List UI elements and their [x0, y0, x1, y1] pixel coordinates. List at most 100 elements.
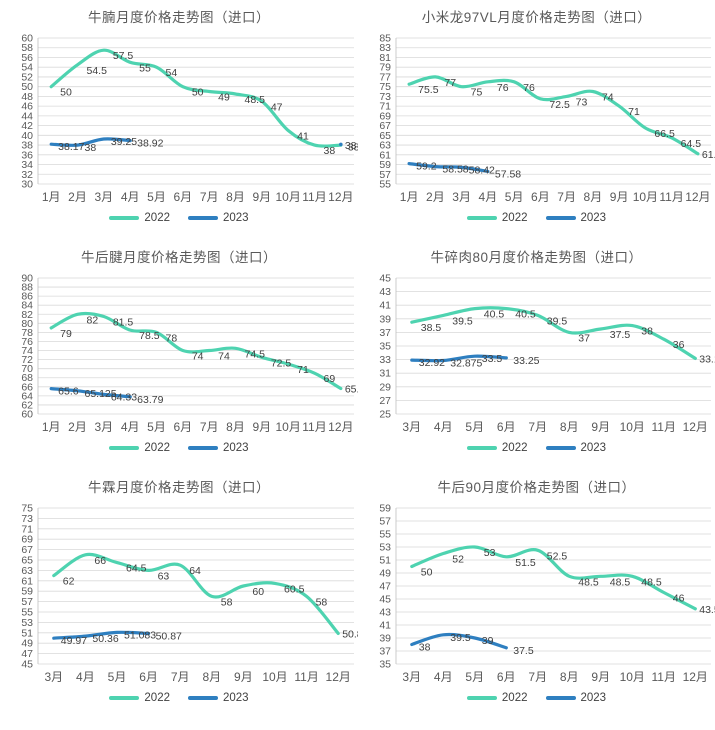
data-label: 79	[60, 328, 72, 340]
chart-panel-5: 牛后90月度价格走势图（进口） 35 37 39 41 43 45 47 49 51 53 55 57…	[358, 470, 715, 730]
y-axis-tick: 83	[379, 42, 391, 54]
y-axis-tick: 33	[379, 354, 391, 366]
x-axis-tick: 4月	[121, 420, 140, 434]
legend-0: 2022 2023	[0, 212, 358, 224]
x-axis-tick: 3月	[94, 190, 113, 204]
legend-item-2023-1[interactable]: 2023	[545, 212, 606, 224]
y-axis-tick: 44	[21, 110, 33, 122]
data-label: 81.5	[113, 317, 134, 329]
data-label: 50.88	[342, 628, 358, 640]
x-axis-tick: 1月	[42, 420, 61, 434]
data-label: 60	[252, 586, 264, 598]
legend-item-2022-4[interactable]: 2022	[109, 692, 170, 704]
data-label: 47	[271, 101, 283, 113]
legend-item-2023-3[interactable]: 2023	[545, 442, 606, 454]
series-line-2022	[407, 75, 700, 156]
x-axis-tick: 11月	[652, 420, 676, 434]
y-axis-tick: 38	[21, 140, 33, 152]
chart-panel-4: 牛霖月度价格走势图（进口） 45 47 49 51 53 55 57 59 61 63 65 67 69…	[0, 470, 358, 730]
data-label: 48.5	[245, 94, 266, 106]
y-axis-tick: 53	[21, 617, 33, 629]
chart-panel-1: 小米龙97VL月度价格走势图（进口） 55 57 59 61 63 65 67 69 71 73 7…	[358, 0, 715, 240]
data-label: 52.5	[547, 550, 568, 562]
y-axis-tick: 57	[379, 516, 391, 528]
x-axis-tick: 9月	[234, 670, 253, 684]
plot-area-1: 55 57 59 61 63 65 67 69 71 73 75 77 79 81 83 85 1月 2月 3月 4月…	[358, 30, 715, 210]
chart-title-4: 牛霖月度价格走势图（进口）	[88, 480, 270, 495]
chart-title-2: 牛后腱月度价格走势图（进口）	[81, 250, 277, 265]
data-label: 38	[85, 142, 97, 154]
y-axis-tick: 51	[21, 627, 33, 639]
data-label: 48.5	[610, 576, 631, 588]
x-axis-tick: 7月	[557, 190, 576, 204]
y-axis-tick: 32	[21, 169, 33, 181]
legend-item-2023-4[interactable]: 2023	[188, 692, 249, 704]
y-axis-tick: 42	[21, 120, 33, 132]
data-label: 39.25	[111, 136, 137, 148]
data-label: 54.5	[87, 65, 108, 77]
x-axis-tick: 12月	[683, 420, 708, 434]
series-line-2023	[49, 137, 132, 147]
legend-item-2023-5[interactable]: 2023	[545, 692, 606, 704]
y-axis-tick: 55	[379, 529, 391, 541]
y-axis-tick: 47	[21, 648, 33, 660]
y-axis-tick: 30	[21, 179, 33, 191]
series-line-2022	[49, 311, 343, 391]
data-label: 65.125	[85, 388, 117, 400]
data-label: 37.5	[513, 645, 534, 657]
data-label: 64.5	[681, 138, 702, 150]
y-axis-tick: 27	[379, 395, 391, 407]
legend-item-2022-1[interactable]: 2022	[466, 212, 528, 224]
y-axis-tick: 57	[21, 596, 33, 608]
legend-1: 2022 2023	[358, 212, 715, 224]
legend-item-2023-2[interactable]: 2023	[188, 442, 249, 454]
chart-title-3: 牛碎肉80月度价格走势图（进口）	[430, 250, 643, 265]
legend-swatch-2022	[109, 446, 140, 450]
data-label: 58	[316, 596, 328, 608]
data-label: 64.5	[126, 563, 147, 575]
x-axis-tick: 7月	[528, 670, 547, 684]
y-axis-tick: 48	[21, 91, 33, 103]
x-axis-tick: 9月	[252, 420, 271, 434]
data-label: 48.5	[641, 576, 662, 588]
y-axis-tick: 43	[379, 607, 391, 619]
y-axis-tick: 29	[379, 381, 391, 393]
legend-item-2022-0[interactable]: 2022	[109, 212, 170, 224]
legend-item-2022-2[interactable]: 2022	[109, 442, 170, 454]
data-label: 58.42	[469, 164, 495, 176]
x-axis-tick: 8月	[226, 420, 245, 434]
data-label: 78.5	[139, 330, 160, 342]
y-axis-tick: 72	[21, 354, 33, 366]
x-axis-tick: 5月	[465, 670, 484, 684]
data-label: 71	[297, 364, 309, 376]
plot-area-0: 30 32 34 36 38 40 42 44 46 48 50 52 54 56 58 60 1月 2月 3月 4月…	[0, 30, 358, 210]
y-axis-tick: 60	[21, 409, 33, 421]
x-axis-tick: 4月	[434, 420, 453, 434]
legend-item-2022-3[interactable]: 2022	[466, 442, 528, 454]
y-axis-tick: 46	[21, 101, 33, 113]
legend-item-2023-0[interactable]: 2023	[188, 212, 249, 224]
data-label: 58	[221, 596, 233, 608]
y-axis-tick: 64	[21, 390, 33, 402]
y-axis-tick: 45	[21, 659, 33, 671]
x-axis-tick: 11月	[659, 190, 683, 204]
y-axis-tick: 39	[379, 633, 391, 645]
legend-label-2022: 2022	[501, 692, 528, 704]
legend-item-2022-5[interactable]: 2022	[466, 692, 528, 704]
x-axis-tick: 12月	[328, 420, 353, 434]
legend-swatch-2022	[109, 216, 140, 220]
y-axis-tick: 49	[379, 568, 391, 580]
data-label: 43.5	[699, 604, 715, 616]
series-line-2023	[49, 387, 132, 399]
y-axis-tick: 61	[379, 149, 391, 161]
data-label: 61.21	[702, 149, 715, 161]
data-label: 37	[578, 332, 590, 344]
series-line-2022	[52, 552, 340, 635]
y-axis-tick: 82	[21, 309, 33, 321]
y-axis-tick: 43	[379, 286, 391, 298]
series-line-2023	[410, 354, 508, 363]
data-label: 74	[602, 92, 614, 104]
